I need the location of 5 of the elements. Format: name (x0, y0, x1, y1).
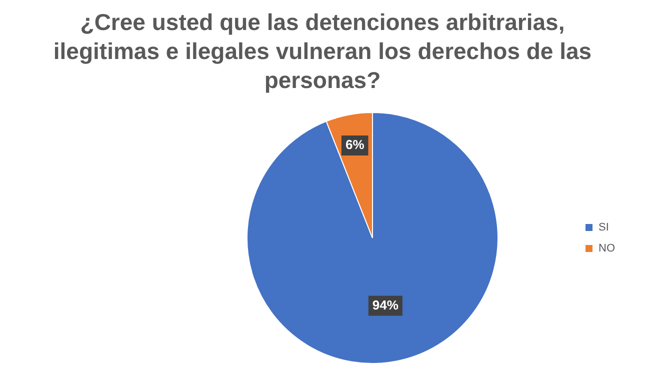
chart-title: ¿Cree usted que las detenciones arbitrarias, ilegitimas e ilegales vulneran los derechos de las personas? (52, 8, 593, 95)
legend-label: NO (598, 242, 616, 255)
legend-label: SI (598, 222, 609, 234)
data-label: 6% (345, 137, 365, 152)
data-label: 94% (372, 297, 399, 312)
